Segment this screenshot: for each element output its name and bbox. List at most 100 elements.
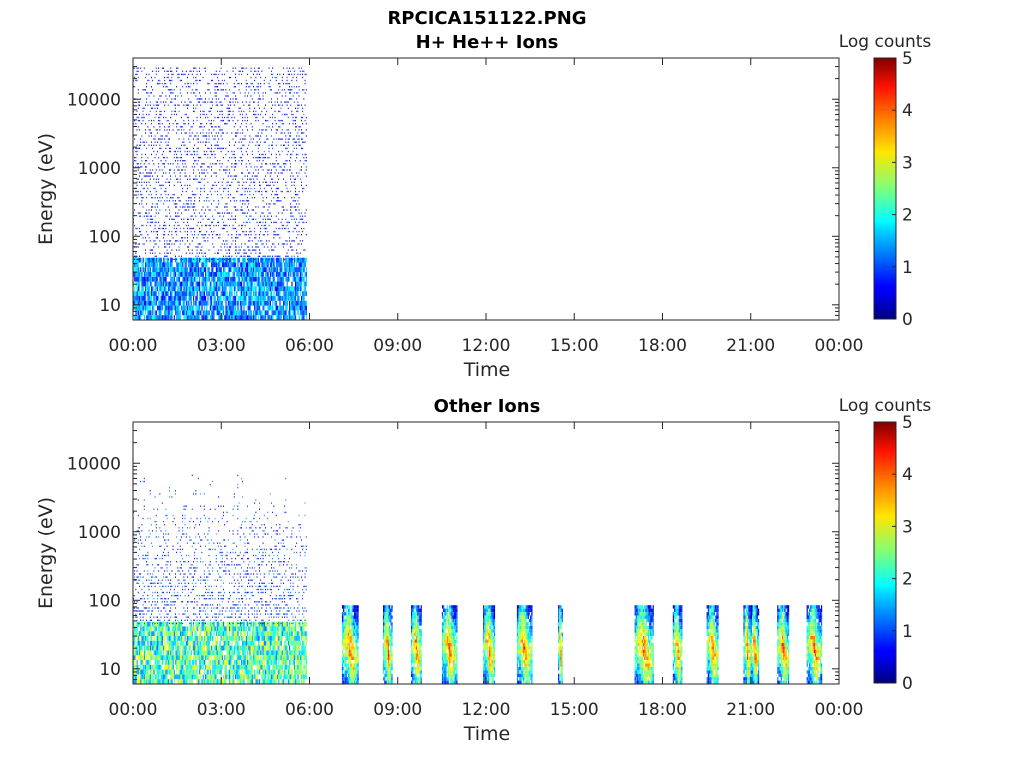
heatmap-cell	[207, 310, 209, 316]
heatmap-cell	[181, 169, 182, 171]
heatmap-cell	[153, 178, 155, 180]
heatmap-cell	[167, 655, 169, 660]
heatmap-cell	[281, 218, 283, 220]
heatmap-cell	[248, 255, 250, 257]
heatmap-cell	[260, 315, 262, 320]
heatmap-cell	[199, 172, 200, 174]
heatmap-cell	[248, 281, 250, 287]
heatmap-cell	[256, 86, 258, 88]
heatmap-cell	[170, 252, 172, 254]
heatmap-cell	[178, 138, 180, 140]
heatmap-cell	[178, 104, 180, 106]
heatmap-cell	[286, 113, 288, 116]
heatmap-cell	[185, 113, 187, 116]
heatmap-cell	[211, 187, 212, 190]
heatmap-cell	[155, 530, 157, 532]
heatmap-cell	[145, 272, 147, 277]
heatmap-cell	[172, 514, 174, 517]
heatmap-cell	[158, 212, 160, 214]
heatmap-cell	[146, 98, 148, 100]
heatmap-cell	[247, 281, 249, 287]
heatmap-cell	[140, 190, 142, 193]
heatmap-cell	[199, 197, 200, 199]
heatmap-cell	[285, 147, 287, 150]
heatmap-cell	[211, 113, 212, 116]
heatmap-cell	[279, 166, 281, 168]
heatmap-cell	[200, 215, 202, 217]
heatmap-cell	[256, 246, 258, 248]
heatmap-cell	[224, 246, 226, 248]
heatmap-cell	[206, 276, 208, 282]
heatmap-cell	[217, 252, 218, 254]
heatmap-cell	[215, 101, 217, 103]
heatmap-cell	[215, 291, 217, 296]
heatmap-cell	[261, 281, 263, 287]
heatmap-cell	[157, 276, 159, 282]
heatmap-cell	[280, 166, 282, 168]
heatmap-cell	[153, 230, 155, 233]
heatmap-cell	[160, 184, 162, 187]
heatmap-cell	[182, 305, 184, 311]
heatmap-cell	[178, 147, 180, 150]
heatmap-cell	[178, 286, 180, 292]
heatmap-cell	[143, 315, 145, 320]
heatmap-cell	[181, 257, 183, 263]
heatmap-cell	[293, 200, 295, 202]
heatmap-cell	[154, 141, 156, 143]
heatmap-cell	[224, 262, 226, 268]
heatmap-cell	[167, 73, 169, 76]
heatmap-cell	[226, 230, 228, 233]
heatmap-cell	[255, 144, 257, 146]
heatmap-cell	[235, 175, 236, 177]
heatmap-cell	[152, 160, 154, 162]
heatmap-cell	[235, 315, 237, 320]
heatmap-cell	[295, 178, 296, 180]
heatmap-cell	[255, 70, 257, 72]
heatmap-cell	[261, 315, 263, 320]
heatmap-cell	[155, 267, 157, 272]
heatmap-cell	[261, 110, 263, 113]
heatmap-cell	[173, 153, 175, 156]
heatmap-cell	[239, 300, 241, 306]
heatmap-cell	[152, 169, 154, 171]
heatmap-cell	[157, 206, 158, 208]
heatmap-cell	[148, 530, 150, 532]
heatmap-cell	[139, 631, 141, 636]
heatmap-cell	[251, 246, 253, 248]
heatmap-cell	[141, 116, 143, 119]
heatmap-cell	[189, 272, 191, 277]
heatmap-cell	[157, 554, 158, 557]
heatmap-cell	[202, 135, 204, 137]
heatmap-cell	[155, 514, 157, 517]
heatmap-cell	[202, 310, 204, 316]
heatmap-cell	[203, 212, 205, 214]
heatmap-cell	[175, 613, 176, 615]
heatmap-cell	[201, 286, 203, 292]
heatmap-cell	[155, 291, 157, 296]
heatmap-cell	[293, 197, 295, 199]
heatmap-cell	[245, 286, 247, 292]
heatmap-cell	[193, 163, 194, 165]
heatmap-cell	[190, 230, 192, 233]
heatmap-cell	[243, 286, 245, 292]
heatmap-cell	[260, 291, 262, 296]
heatmap-cell	[238, 267, 240, 272]
heatmap-cell	[292, 276, 294, 282]
heatmap-cell	[188, 224, 190, 227]
heatmap-cell	[184, 163, 186, 165]
heatmap-cell	[175, 98, 176, 100]
heatmap-cell	[224, 286, 226, 292]
heatmap-cell	[227, 110, 229, 113]
heatmap-cell	[249, 184, 251, 187]
heatmap-cell	[233, 276, 235, 282]
heatmap-cell	[255, 243, 257, 245]
heatmap-cell	[153, 508, 155, 510]
heatmap-cell	[185, 104, 187, 106]
heatmap-cell	[274, 230, 276, 233]
heatmap-cell	[164, 129, 166, 131]
heatmap-cell	[217, 276, 219, 282]
heatmap-cell	[182, 190, 184, 193]
heatmap-cell	[173, 203, 175, 205]
heatmap-cell	[182, 86, 184, 88]
heatmap-cell	[299, 310, 301, 316]
